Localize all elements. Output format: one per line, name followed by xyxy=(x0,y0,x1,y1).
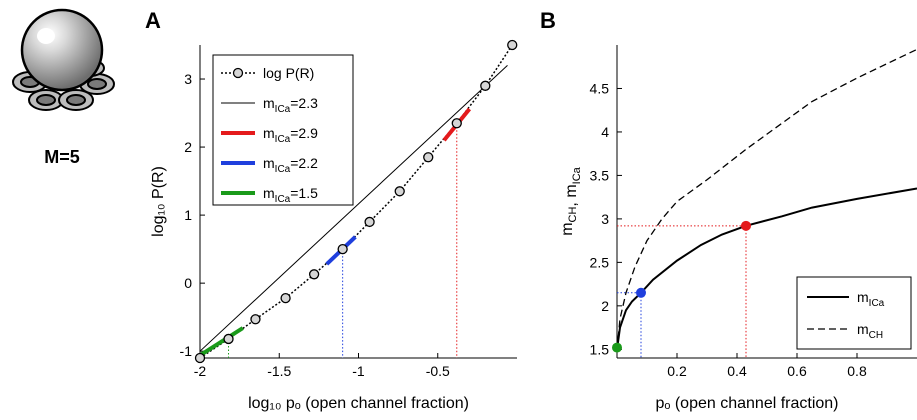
series-line xyxy=(199,65,508,352)
icon-label: M=5 xyxy=(44,147,80,167)
legend-label: mICa xyxy=(857,289,885,309)
y-tick-label: 1.5 xyxy=(590,341,610,357)
data-point xyxy=(337,243,348,255)
vesicle-channels-icon xyxy=(12,8,115,111)
y-tick-label: 3 xyxy=(601,211,609,227)
y-tick-label: 4.5 xyxy=(590,80,610,96)
data-point xyxy=(507,39,518,51)
highlight-point xyxy=(636,287,646,298)
series-line xyxy=(616,187,917,350)
x-tick-label: -1 xyxy=(352,363,365,379)
data-point xyxy=(423,152,434,163)
y-tick-label: 3.5 xyxy=(590,167,610,183)
legend-marker xyxy=(232,67,244,79)
x-tick-label: -1.5 xyxy=(267,363,291,379)
panel-b-chart: 0.2 0.4 0.6 0.8 1.5 2 2.5 3 3.5 4 4.5 pₒ (open chan… xyxy=(559,45,917,412)
panel-b-letter: B xyxy=(540,8,556,33)
x-tick-label: 0.8 xyxy=(847,363,867,379)
legend-label: mICa=1.5 xyxy=(263,185,318,205)
data-point xyxy=(451,118,462,129)
y-tick-label: 4 xyxy=(601,124,609,140)
x-tick-label: 0.4 xyxy=(727,363,747,379)
legend-label: mICa=2.2 xyxy=(263,155,318,175)
vesicle-sphere xyxy=(20,8,104,92)
legend-label: log P(R) xyxy=(263,65,314,81)
y-tick-label: 2 xyxy=(184,139,192,155)
legend: mICa mCH xyxy=(796,276,912,350)
x-axis-label: log₁₀ pₒ (open channel fraction) xyxy=(248,395,469,412)
legend-label: mICa=2.9 xyxy=(263,125,318,145)
x-axis-label: pₒ (open channel fraction) xyxy=(655,395,838,412)
y-tick-label: 0 xyxy=(184,275,192,291)
y-tick-label: 2 xyxy=(601,298,609,314)
legend: log P(R) mICa=2.3 mICa=2.9 mICa=2.2 mICa=1.5 xyxy=(212,54,354,206)
y-tick-label: 1 xyxy=(184,207,192,223)
data-point xyxy=(250,314,261,325)
legend-label: mICa=2.3 xyxy=(263,95,318,115)
y-axis-label: log₁₀ P(R) xyxy=(150,166,167,237)
data-point xyxy=(194,352,206,364)
legend-label: mCH xyxy=(857,321,883,341)
data-point xyxy=(223,333,234,345)
highlight-point xyxy=(612,342,622,353)
y-axis-label: mCH, mICa xyxy=(559,166,583,235)
panel-a-chart: -2 -1.5 -1 -0.5 -1 0 1 2 3 log₁₀ pₒ (open channel… xyxy=(150,39,518,412)
series-line xyxy=(198,326,244,357)
legend-box xyxy=(212,54,354,206)
panel-a-letter: A xyxy=(145,8,161,33)
data-point xyxy=(480,80,491,91)
data-point xyxy=(280,292,291,304)
data-point xyxy=(364,216,375,228)
x-tick-label: 0.2 xyxy=(667,363,687,379)
legend-box xyxy=(796,276,912,350)
y-tick-label: -1 xyxy=(180,343,193,359)
series-line xyxy=(616,48,917,350)
y-tick-label: 2.5 xyxy=(590,254,610,270)
x-tick-label: 0.6 xyxy=(787,363,807,379)
x-tick-label: -0.5 xyxy=(426,363,450,379)
data-point xyxy=(394,186,405,197)
data-point xyxy=(308,269,320,280)
y-tick-label: 3 xyxy=(184,71,192,87)
x-tick-label: -2 xyxy=(194,363,207,379)
highlight-point xyxy=(741,220,751,231)
